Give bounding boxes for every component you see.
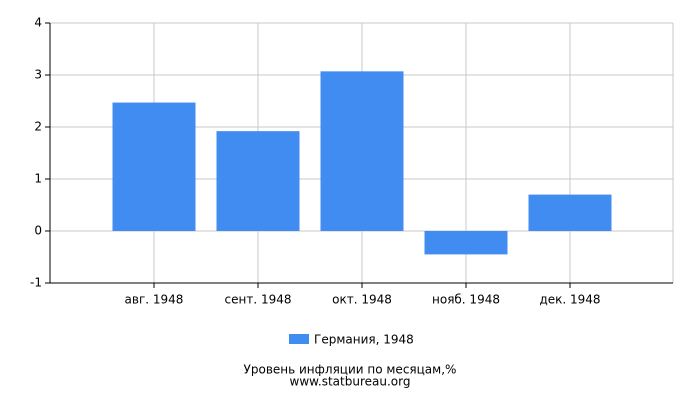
x-tick-label: дек. 1948 — [539, 293, 600, 307]
source: www.statbureau.org — [290, 375, 411, 389]
bar — [216, 131, 300, 231]
x-tick-label: нояб. 1948 — [432, 293, 500, 307]
bar — [112, 102, 196, 231]
y-tick-label: -1 — [30, 276, 42, 290]
bar — [424, 231, 508, 255]
y-tick-label: 2 — [34, 120, 42, 134]
x-tick-label: окт. 1948 — [332, 293, 392, 307]
y-tick-label: 3 — [34, 68, 42, 82]
caption: Уровень инфляции по месяцам,% — [244, 363, 457, 377]
bar — [528, 194, 612, 231]
legend-label: Германия, 1948 — [314, 333, 414, 347]
y-tick-label: 4 — [34, 16, 42, 30]
bar — [320, 71, 404, 231]
legend-swatch — [289, 334, 309, 344]
y-tick-label: 1 — [34, 172, 42, 186]
x-tick-label: авг. 1948 — [125, 293, 184, 307]
x-tick-label: сент. 1948 — [225, 293, 292, 307]
y-tick-label: 0 — [34, 224, 42, 238]
